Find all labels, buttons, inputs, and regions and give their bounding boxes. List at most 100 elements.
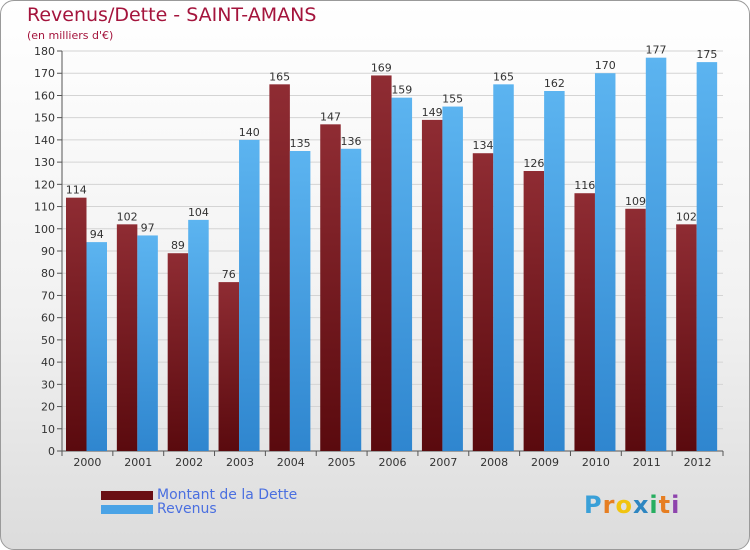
bar-revenue <box>137 235 158 451</box>
y-tick-label: 120 <box>34 178 55 191</box>
x-tick-label: 2002 <box>175 456 203 469</box>
data-labels: 1149410297891047614016513514713616915914… <box>66 44 718 281</box>
logo-letter: t <box>658 491 672 519</box>
bar-debt <box>66 197 87 451</box>
x-tick-label: 2009 <box>531 456 559 469</box>
data-label-debt: 89 <box>171 239 185 252</box>
logo-letter: i <box>649 491 659 519</box>
data-label-debt: 126 <box>523 157 544 170</box>
x-tick-label: 2000 <box>73 456 101 469</box>
legend-swatch-revenue <box>101 504 153 514</box>
bar-debt <box>625 208 646 451</box>
proxiti-logo: Proxiti <box>584 491 680 519</box>
chart-title: Revenus/Dette - SAINT-AMANS <box>27 4 317 26</box>
bar-debt <box>472 153 494 451</box>
logo-letter: r <box>602 491 616 519</box>
y-tick-label: 170 <box>34 67 55 80</box>
y-tick-label: 100 <box>34 223 55 236</box>
bars <box>66 57 718 452</box>
chart-subtitle: (en milliers d'€) <box>27 29 114 42</box>
bar-revenue <box>289 151 311 451</box>
data-label-revenue: 175 <box>696 48 717 61</box>
data-label-debt: 76 <box>222 268 236 281</box>
bar-revenue <box>188 219 209 451</box>
x-tick-label: 2003 <box>226 456 254 469</box>
x-tick-label: 2007 <box>429 456 457 469</box>
data-label-debt: 109 <box>625 195 646 208</box>
data-label-revenue: 159 <box>391 84 412 97</box>
bar-debt <box>116 224 138 451</box>
bar-debt <box>574 193 595 451</box>
y-tick-label: 20 <box>41 401 55 414</box>
data-label-revenue: 162 <box>544 77 565 90</box>
data-label-revenue: 140 <box>239 126 260 139</box>
legend-item-debt: Montant de la Dette <box>101 487 298 503</box>
legend-label-revenue: Revenus <box>157 501 217 517</box>
bar-revenue <box>340 148 362 451</box>
data-label-debt: 149 <box>422 106 443 119</box>
data-label-revenue: 136 <box>340 135 361 148</box>
data-label-revenue: 135 <box>290 137 311 150</box>
axes: 0 10 20 30 40 50 60 70 80 90 100 110 120 130 140 150 160… <box>34 45 724 469</box>
y-tick-label: 180 <box>34 45 55 58</box>
bar-revenue <box>442 106 463 452</box>
data-label-debt: 116 <box>574 179 595 192</box>
bar-debt <box>218 282 240 451</box>
data-label-debt: 147 <box>320 110 341 123</box>
data-label-revenue: 165 <box>493 70 514 83</box>
y-tick-label: 0 <box>48 445 55 458</box>
x-tick-label: 2006 <box>379 456 407 469</box>
x-tick-label: 2001 <box>124 456 152 469</box>
y-tick-label: 10 <box>41 423 55 436</box>
bar-debt <box>421 119 443 451</box>
logo-letter: P <box>584 491 603 519</box>
x-tick-label: 2012 <box>684 456 712 469</box>
bar-revenue <box>86 242 107 451</box>
data-label-debt: 169 <box>371 61 392 74</box>
data-label-revenue: 170 <box>595 59 616 72</box>
data-label-revenue: 104 <box>188 206 209 219</box>
data-label-revenue: 97 <box>141 221 155 234</box>
x-tick-label: 2004 <box>277 456 305 469</box>
x-tick-label: 2008 <box>480 456 508 469</box>
data-label-revenue: 177 <box>646 44 667 57</box>
y-tick-label: 70 <box>41 289 55 302</box>
data-label-revenue: 155 <box>442 93 463 106</box>
bar-debt <box>676 224 697 451</box>
y-tick-label: 50 <box>41 334 55 347</box>
y-tick-label: 80 <box>41 267 55 280</box>
bar-revenue <box>239 139 260 451</box>
y-tick-label: 130 <box>34 156 55 169</box>
bar-debt <box>269 84 290 451</box>
x-tick-label: 2005 <box>328 456 356 469</box>
y-tick-label: 60 <box>41 312 55 325</box>
bar-debt <box>523 171 545 451</box>
y-tick-label: 140 <box>34 134 55 147</box>
bar-revenue <box>391 97 413 452</box>
data-label-debt: 102 <box>676 210 697 223</box>
legend-label-debt: Montant de la Dette <box>157 487 298 503</box>
y-tick-label: 150 <box>34 112 55 125</box>
x-tick-label: 2010 <box>582 456 610 469</box>
y-tick-label: 30 <box>41 378 55 391</box>
data-label-debt: 165 <box>269 70 290 83</box>
data-label-debt: 114 <box>66 184 87 197</box>
bar-revenue <box>594 73 616 451</box>
bar-revenue <box>645 57 667 452</box>
legend-swatch-debt <box>101 490 153 500</box>
x-tick-label: 2011 <box>633 456 661 469</box>
logo-letter: o <box>615 491 633 519</box>
data-label-debt: 102 <box>117 210 138 223</box>
bar-revenue <box>544 91 565 451</box>
bar-debt <box>320 124 341 451</box>
logo-letter: x <box>632 491 650 519</box>
y-tick-label: 110 <box>34 201 55 214</box>
bar-debt <box>371 75 392 451</box>
data-label-revenue: 94 <box>90 228 104 241</box>
legend-item-revenue: Revenus <box>101 501 217 517</box>
y-tick-label: 160 <box>34 89 55 102</box>
data-label-debt: 134 <box>473 139 494 152</box>
bar-revenue <box>493 84 514 451</box>
